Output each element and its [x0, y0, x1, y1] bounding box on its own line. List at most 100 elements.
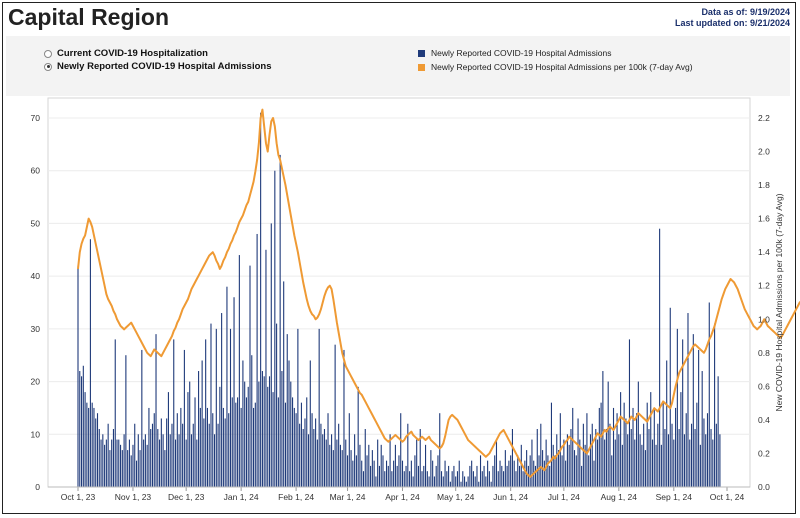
admissions-bar: [609, 423, 611, 487]
admissions-bar: [221, 313, 223, 487]
admissions-bar: [173, 339, 175, 487]
admissions-bar: [655, 444, 657, 487]
admissions-bar: [364, 429, 366, 487]
admissions-bar: [373, 460, 375, 487]
admissions-bar: [524, 460, 526, 487]
admissions-bar: [614, 439, 616, 487]
admissions-bar: [81, 376, 83, 487]
admissions-bar: [311, 413, 313, 487]
admissions-bar: [98, 429, 100, 487]
admissions-bar: [127, 450, 129, 487]
admissions-bar: [265, 249, 267, 487]
admissions-bar: [636, 413, 638, 487]
admissions-bar: [396, 465, 398, 487]
admissions-bar: [641, 444, 643, 487]
admissions-bar: [368, 444, 370, 487]
admissions-bar: [398, 455, 400, 487]
admissions-bar: [361, 460, 363, 487]
admissions-bar: [100, 439, 102, 487]
admissions-bar: [371, 450, 373, 487]
admissions-bar: [669, 307, 671, 487]
admissions-bar: [515, 471, 517, 487]
admissions-bar: [240, 407, 242, 487]
admissions-bar: [556, 434, 558, 487]
admissions-bar: [219, 386, 221, 487]
admissions-bar: [568, 444, 570, 487]
admissions-bar: [634, 439, 636, 487]
radio-button-icon[interactable]: [44, 49, 52, 58]
admissions-bar: [419, 429, 421, 487]
admissions-bar: [407, 423, 409, 487]
admissions-bar: [318, 328, 320, 487]
admissions-bar: [495, 439, 498, 487]
admissions-bar: [213, 434, 216, 487]
admissions-bar: [380, 444, 382, 487]
admissions-bar: [162, 434, 164, 487]
admissions-bar: [189, 381, 191, 487]
admissions-bar: [689, 439, 691, 487]
controls-panel: Current COVID-19 Hospitalization Newly R…: [6, 36, 790, 96]
admissions-bar: [487, 460, 489, 487]
admissions-bar: [159, 439, 161, 487]
admissions-bar: [157, 429, 159, 487]
admissions-bar: [577, 418, 579, 487]
admissions-bar: [405, 465, 407, 487]
admissions-bar: [201, 360, 203, 487]
admissions-bar: [442, 476, 444, 487]
admissions-bar: [268, 376, 271, 487]
admissions-bar: [518, 465, 521, 487]
admissions-bar: [343, 349, 345, 487]
admissions-bar: [125, 355, 127, 487]
admissions-bar: [263, 376, 265, 487]
admissions-bar: [680, 392, 682, 487]
admissions-bar: [279, 154, 281, 487]
admissions-bar: [105, 439, 107, 487]
admissions-bar: [79, 371, 81, 487]
admissions-bar: [182, 423, 184, 487]
admissions-bar: [254, 402, 256, 487]
admissions-bar: [325, 439, 327, 487]
admissions-bar: [382, 455, 384, 487]
admissions-bar: [605, 429, 607, 487]
admissions-bar: [485, 476, 487, 487]
admissions-bar: [604, 439, 606, 487]
admissions-bar: [95, 418, 97, 487]
admissions-bar: [112, 429, 115, 487]
admissions-bar: [476, 465, 478, 487]
admissions-bar: [339, 444, 341, 487]
gridlines: [47, 97, 751, 488]
admissions-bar: [414, 455, 416, 487]
admissions-bar: [593, 460, 595, 487]
admissions-bar: [682, 339, 684, 487]
admissions-bar: [439, 413, 441, 487]
admissions-bar: [304, 418, 306, 487]
admissions-bar: [717, 376, 719, 487]
admissions-bar: [354, 434, 356, 487]
admissions-bar: [506, 465, 508, 487]
admissions-bar: [350, 450, 352, 487]
y-right-tick-label: 2.2: [758, 113, 770, 123]
x-tick-label: May 1, 24: [437, 492, 475, 502]
plot-area: [47, 97, 751, 488]
admissions-bar: [591, 423, 593, 487]
admissions-bar: [573, 450, 576, 487]
y-right-tick-label: 0.2: [758, 448, 770, 458]
admissions-bar: [352, 460, 354, 487]
admissions-bar: [300, 402, 302, 487]
admissions-bar: [315, 418, 317, 487]
radio-newly-reported-admissions[interactable]: Newly Reported COVID-19 Hospital Admissi…: [44, 61, 272, 72]
admissions-bar: [451, 471, 453, 487]
admissions-bar: [554, 455, 556, 487]
admissions-bar: [671, 423, 673, 487]
y-right-tick-label: 1.2: [758, 281, 770, 291]
admissions-bar: [628, 339, 631, 487]
admissions-bar: [238, 255, 240, 487]
y-left-tick-label: 30: [31, 324, 41, 334]
radio-current-hospitalization[interactable]: Current COVID-19 Hospitalization: [44, 48, 208, 59]
admissions-bar: [462, 471, 464, 487]
radio-button-selected-icon[interactable]: [44, 62, 52, 71]
admissions-bar: [582, 423, 584, 487]
admissions-bar: [249, 265, 251, 487]
x-tick-label: Jan 1, 24: [224, 492, 259, 502]
